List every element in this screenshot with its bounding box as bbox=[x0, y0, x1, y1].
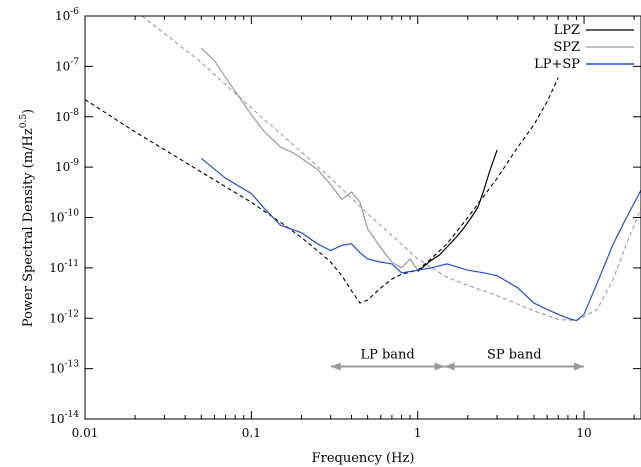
x-ticks: 0.01 0.1 1 10 bbox=[72, 16, 635, 440]
legend-label-spz: SPZ bbox=[553, 40, 580, 55]
series-spz-line bbox=[200, 47, 419, 271]
x-axis-label: Frequency (Hz) bbox=[312, 451, 415, 466]
x-tick-label: 0.1 bbox=[242, 426, 261, 440]
model-curve-0 bbox=[85, 77, 559, 304]
y-tick-label: 10-6 bbox=[55, 7, 79, 23]
y-tick-label: 10-12 bbox=[49, 309, 79, 325]
x-tick-label: 0.01 bbox=[72, 426, 99, 440]
y-tick-label: 10-14 bbox=[49, 410, 79, 426]
y-axis-label: Power Spectral Density (m/Hz0.5) bbox=[19, 109, 36, 327]
y-tick-label: 10-10 bbox=[49, 209, 79, 225]
band-arrowhead-left bbox=[330, 362, 341, 371]
y-axis-label-main: Power Spectral Density (m/Hz bbox=[21, 128, 36, 327]
x-tick-label: 1 bbox=[414, 426, 422, 440]
y-tick-label: 10-9 bbox=[55, 158, 79, 174]
y-ticks: 10-14 10-13 10-12 10-11 10-10 10-9 10-8 10-7 10-… bbox=[49, 7, 641, 426]
band-annotations: LP band SP band bbox=[330, 348, 585, 371]
y-tick-label: 10-13 bbox=[49, 360, 79, 376]
series-lpz-line bbox=[417, 149, 498, 272]
legend: LPZ SPZ LP+SP bbox=[534, 23, 634, 72]
y-tick-label: 10-11 bbox=[49, 259, 79, 275]
legend-label-lp-sp: LP+SP bbox=[534, 57, 580, 72]
y-axis-label-exp: 0.5 bbox=[19, 114, 29, 129]
curves-layer bbox=[85, 16, 641, 322]
y-tick-label: 10-8 bbox=[55, 108, 79, 124]
y-axis-label-close: ) bbox=[21, 109, 36, 114]
band-label: SP band bbox=[487, 348, 542, 363]
legend-label-lpz: LPZ bbox=[554, 23, 580, 38]
band-arrowhead-right bbox=[434, 362, 445, 371]
series-lp-sp-line bbox=[200, 157, 641, 322]
band-arrowhead-left bbox=[444, 362, 455, 371]
y-tick-label: 10-7 bbox=[55, 57, 79, 73]
band-arrowhead-right bbox=[574, 362, 585, 371]
x-tick-label: 10 bbox=[576, 426, 591, 440]
band-label: LP band bbox=[360, 348, 414, 363]
model-curve-1 bbox=[141, 16, 641, 322]
